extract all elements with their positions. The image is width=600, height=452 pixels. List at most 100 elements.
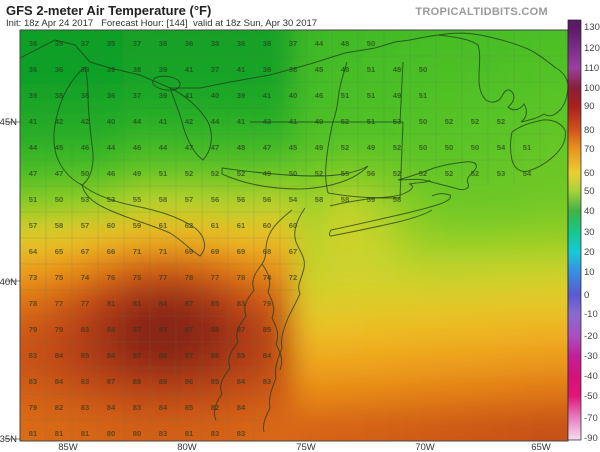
svg-text:83: 83 — [263, 377, 271, 386]
svg-text:40: 40 — [289, 91, 297, 100]
svg-text:57: 57 — [29, 221, 37, 230]
svg-text:46: 46 — [315, 91, 323, 100]
svg-text:37: 37 — [133, 91, 141, 100]
svg-text:52: 52 — [393, 169, 401, 178]
svg-text:51: 51 — [29, 195, 38, 204]
svg-text:75: 75 — [55, 273, 64, 282]
svg-text:38: 38 — [159, 39, 167, 48]
svg-text:78: 78 — [185, 273, 193, 282]
svg-text:70W: 70W — [415, 442, 435, 452]
svg-text:84: 84 — [107, 351, 116, 360]
svg-text:82: 82 — [55, 403, 63, 412]
svg-text:41: 41 — [237, 65, 246, 74]
svg-text:-20: -20 — [584, 331, 598, 342]
svg-text:30: 30 — [584, 227, 595, 238]
svg-text:71: 71 — [159, 247, 168, 256]
svg-text:46: 46 — [107, 169, 115, 178]
svg-text:52: 52 — [315, 169, 323, 178]
svg-text:38: 38 — [263, 39, 271, 48]
svg-text:50: 50 — [584, 186, 595, 197]
svg-text:45: 45 — [289, 143, 298, 152]
svg-text:52: 52 — [341, 143, 349, 152]
svg-text:58: 58 — [55, 221, 63, 230]
svg-text:-70: -70 — [584, 413, 598, 424]
svg-text:69: 69 — [185, 247, 193, 256]
svg-text:40: 40 — [211, 91, 219, 100]
svg-text:90: 90 — [584, 101, 595, 112]
svg-text:84: 84 — [107, 403, 116, 412]
svg-text:38: 38 — [211, 39, 219, 48]
svg-text:36: 36 — [29, 65, 37, 74]
svg-text:38: 38 — [133, 65, 141, 74]
svg-text:79: 79 — [29, 403, 37, 412]
svg-text:85: 85 — [81, 351, 90, 360]
svg-text:44: 44 — [159, 143, 168, 152]
svg-text:49: 49 — [315, 143, 323, 152]
svg-text:51: 51 — [523, 143, 532, 152]
svg-text:83: 83 — [237, 299, 245, 308]
svg-text:64: 64 — [29, 247, 38, 256]
svg-text:40: 40 — [107, 117, 115, 126]
svg-text:36: 36 — [55, 65, 63, 74]
svg-text:57: 57 — [185, 195, 193, 204]
svg-text:83: 83 — [133, 403, 141, 412]
svg-text:52: 52 — [445, 169, 453, 178]
svg-text:100: 100 — [584, 83, 600, 94]
svg-text:47: 47 — [29, 169, 37, 178]
svg-text:-40: -40 — [584, 371, 598, 382]
svg-text:83: 83 — [81, 325, 89, 334]
svg-text:36: 36 — [107, 91, 115, 100]
svg-text:58: 58 — [159, 195, 167, 204]
svg-text:65: 65 — [55, 247, 64, 256]
svg-text:58: 58 — [315, 195, 323, 204]
svg-text:86: 86 — [185, 377, 193, 386]
svg-text:65W: 65W — [531, 442, 551, 452]
svg-text:80: 80 — [584, 125, 595, 136]
svg-text:79: 79 — [55, 325, 63, 334]
svg-text:87: 87 — [185, 325, 193, 334]
svg-text:85: 85 — [211, 299, 220, 308]
svg-text:51: 51 — [341, 91, 350, 100]
svg-text:87: 87 — [185, 299, 193, 308]
svg-text:10: 10 — [584, 267, 595, 278]
svg-text:78: 78 — [237, 273, 245, 282]
svg-text:50: 50 — [419, 143, 427, 152]
svg-text:88: 88 — [133, 377, 141, 386]
svg-text:75W: 75W — [296, 442, 316, 452]
svg-text:37: 37 — [81, 39, 89, 48]
svg-text:73: 73 — [29, 273, 37, 282]
svg-text:60: 60 — [263, 221, 271, 230]
svg-text:87: 87 — [185, 351, 193, 360]
svg-text:49: 49 — [393, 91, 401, 100]
svg-text:83: 83 — [237, 429, 245, 438]
svg-text:54: 54 — [497, 143, 506, 152]
svg-text:50: 50 — [471, 143, 479, 152]
svg-text:72: 72 — [289, 273, 297, 282]
svg-text:83: 83 — [81, 377, 89, 386]
svg-text:56: 56 — [263, 195, 271, 204]
svg-text:45N: 45N — [0, 117, 17, 128]
svg-text:51: 51 — [367, 65, 376, 74]
svg-text:84: 84 — [55, 351, 64, 360]
svg-text:84: 84 — [107, 325, 116, 334]
svg-text:89: 89 — [159, 377, 167, 386]
svg-text:80: 80 — [107, 429, 115, 438]
svg-text:37: 37 — [289, 39, 297, 48]
svg-text:49: 49 — [367, 143, 375, 152]
svg-text:84: 84 — [159, 403, 168, 412]
svg-text:51: 51 — [367, 91, 376, 100]
svg-text:41: 41 — [263, 91, 272, 100]
svg-text:66: 66 — [107, 247, 115, 256]
svg-text:81: 81 — [133, 299, 142, 308]
svg-text:41: 41 — [159, 117, 168, 126]
svg-text:77: 77 — [81, 299, 89, 308]
svg-text:46: 46 — [133, 143, 141, 152]
svg-text:69: 69 — [211, 247, 219, 256]
svg-text:68: 68 — [263, 247, 271, 256]
svg-text:39: 39 — [107, 65, 115, 74]
svg-text:50: 50 — [419, 65, 427, 74]
svg-text:38: 38 — [263, 65, 271, 74]
svg-text:74: 74 — [81, 273, 90, 282]
svg-text:40: 40 — [584, 206, 595, 217]
svg-text:44: 44 — [107, 143, 116, 152]
